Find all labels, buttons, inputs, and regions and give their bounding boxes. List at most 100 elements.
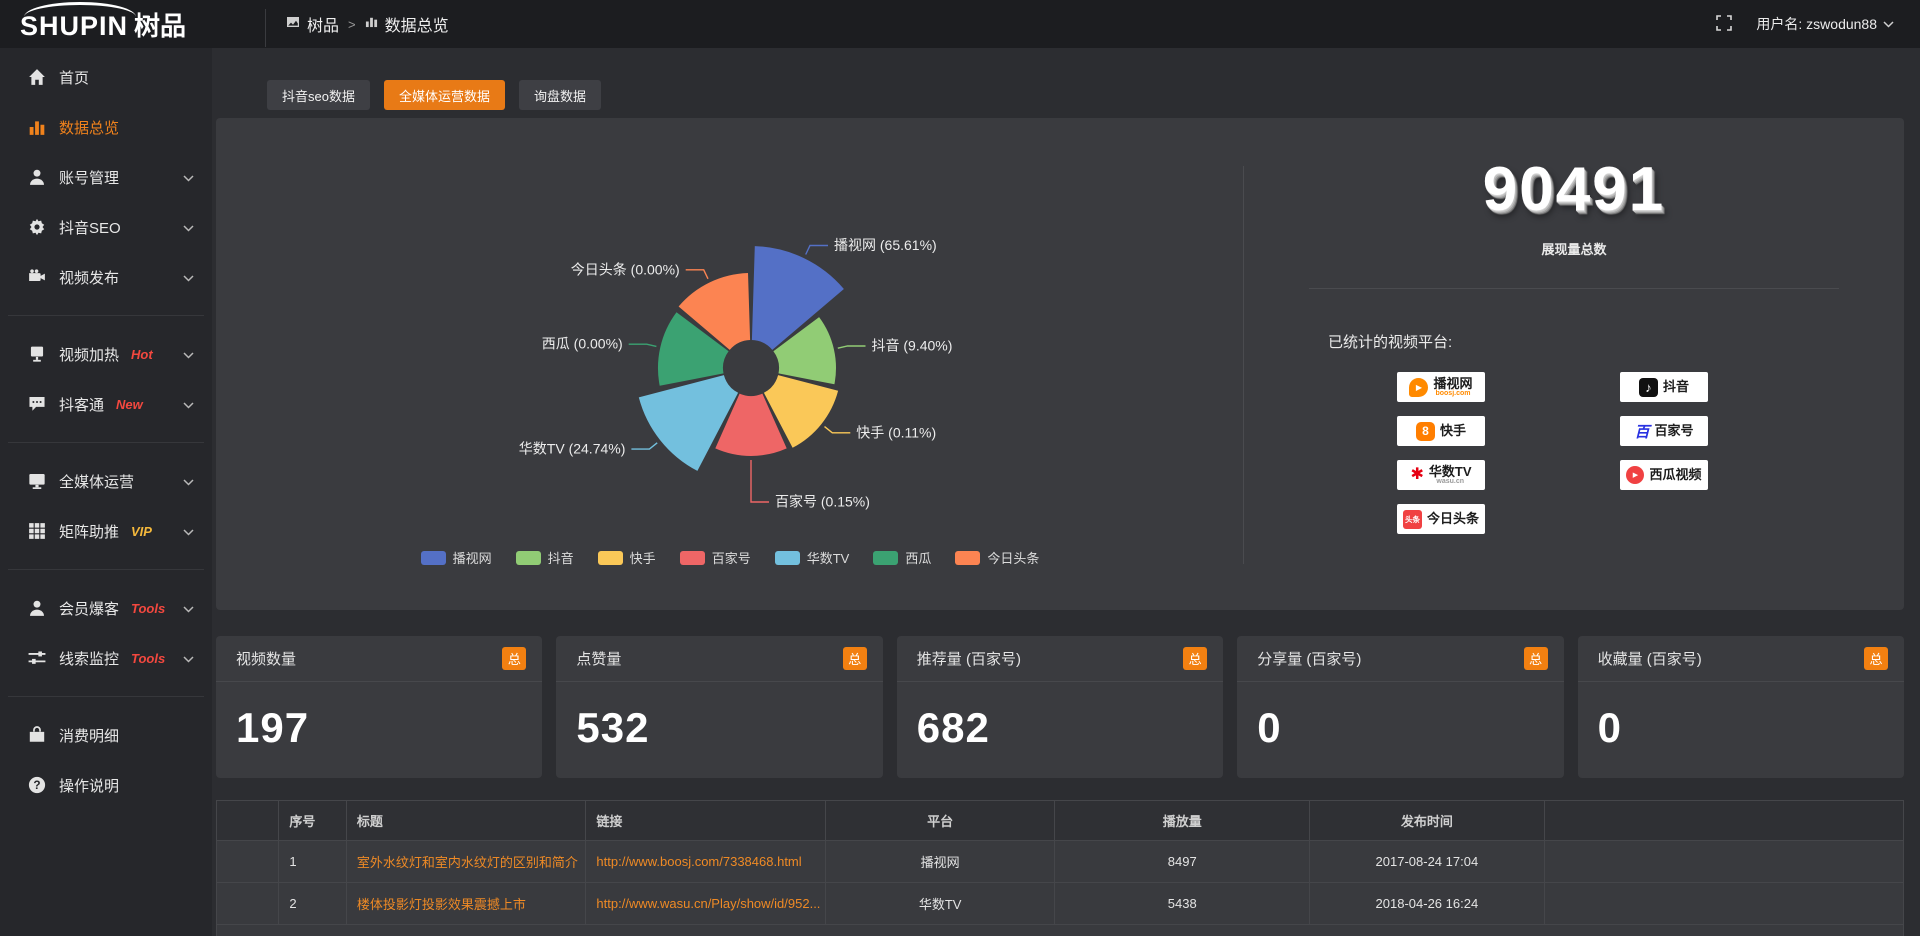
stat-card-value: 197 bbox=[236, 704, 310, 751]
screen-icon bbox=[28, 345, 46, 363]
toutiao-logo-icon: 头条 bbox=[1402, 509, 1422, 529]
total-badge[interactable]: 总 bbox=[842, 647, 867, 670]
platform-name: 今日头条 bbox=[1426, 511, 1479, 527]
total-badge[interactable]: 总 bbox=[502, 647, 527, 670]
app-logo: SHUPIN 树品 bbox=[0, 1, 212, 43]
sidebar-item-label: 线索监控 bbox=[59, 650, 120, 668]
home-icon bbox=[28, 68, 46, 86]
legend-swatch bbox=[679, 550, 705, 565]
stat-card-video-count: 视频数量 总 197 bbox=[216, 636, 543, 778]
chevron-down-icon bbox=[1883, 20, 1894, 28]
sidebar-item-label: 账号管理 bbox=[59, 169, 120, 187]
legend-item-抖音[interactable]: 抖音 bbox=[515, 548, 574, 567]
partial-row bbox=[216, 924, 1904, 936]
help-icon: ? bbox=[28, 776, 46, 794]
label-line bbox=[628, 343, 657, 348]
legend-item-播视网[interactable]: 播视网 bbox=[420, 548, 492, 567]
legend-item-西瓜[interactable]: 西瓜 bbox=[873, 548, 931, 567]
sidebar-item-account-manage[interactable]: 账号管理 bbox=[0, 152, 212, 202]
chevron-down-icon bbox=[183, 169, 194, 186]
stat-card-value: 682 bbox=[916, 704, 990, 751]
total-badge[interactable]: 总 bbox=[1523, 647, 1548, 670]
pie-label: 播视网 (65.61%) bbox=[834, 237, 937, 253]
fullscreen-icon[interactable] bbox=[1716, 14, 1733, 34]
tab-inquiry-data[interactable]: 询盘数据 bbox=[518, 80, 601, 110]
total-badge[interactable]: 总 bbox=[1863, 647, 1888, 670]
sidebar-item-tag: Tools bbox=[131, 600, 166, 616]
legend-item-今日头条[interactable]: 今日头条 bbox=[955, 548, 1039, 567]
tab-all-media-data[interactable]: 全媒体运营数据 bbox=[383, 80, 505, 110]
sidebar-item-clue-monitor[interactable]: 线索监控 Tools bbox=[0, 633, 212, 683]
pie-label: 西瓜 (0.00%) bbox=[542, 336, 623, 352]
total-badge[interactable]: 总 bbox=[1183, 647, 1208, 670]
breadcrumb-root[interactable]: 树品 bbox=[307, 18, 340, 35]
label-line bbox=[685, 269, 709, 280]
col-plays: 播放量 bbox=[1054, 800, 1311, 841]
legend-swatch bbox=[873, 550, 899, 565]
sidebar-item-douyin-seo[interactable]: 抖音SEO bbox=[0, 202, 212, 252]
sidebar-item-label: 抖客通 bbox=[59, 396, 105, 414]
sidebar-item-video-publish[interactable]: 视频发布 bbox=[0, 252, 212, 302]
label-line bbox=[824, 426, 851, 434]
cell-plays: 8497 bbox=[1054, 840, 1311, 883]
cell-time: 2017-08-24 17:04 bbox=[1309, 840, 1545, 883]
sidebar-divider bbox=[8, 442, 204, 443]
douyin-logo-icon: ♪ bbox=[1638, 377, 1658, 397]
legend-swatch bbox=[774, 550, 800, 565]
pie-slice-华数TV[interactable] bbox=[638, 375, 739, 471]
overview-panel: 播视网 (65.61%) 抖音 (9.40%) 快手 (0.11%) 百家号 (0.1… bbox=[216, 118, 1904, 610]
user-menu[interactable]: 用户名: zswodun88 bbox=[1756, 14, 1894, 34]
chart-icon bbox=[28, 118, 46, 136]
sidebar-item-douketong[interactable]: 抖客通 New bbox=[0, 379, 212, 429]
legend-item-华数TV[interactable]: 华数TV bbox=[774, 548, 849, 567]
cell-title[interactable]: 室外水纹灯和室内水纹灯的区别和简介 bbox=[345, 840, 587, 883]
legend-swatch bbox=[515, 550, 541, 565]
label-line bbox=[631, 442, 658, 450]
stat-card-title: 推荐量 (百家号) bbox=[916, 651, 1021, 668]
sidebar-item-operation-help[interactable]: ? 操作说明 bbox=[0, 760, 212, 810]
stat-cards-row: 视频数量总 197 点赞量总 532 推荐量 (百家号) 总 682 分享量 (百家号) 总 0 收… bbox=[216, 636, 1904, 778]
topbar-divider bbox=[265, 9, 266, 47]
pie-slice-西瓜[interactable] bbox=[657, 312, 729, 386]
boosj-logo-icon: ▶ bbox=[1409, 377, 1429, 397]
sidebar-item-label: 视频加热 bbox=[59, 346, 120, 364]
pie-slice-今日头条[interactable] bbox=[678, 273, 751, 350]
cell-title[interactable]: 楼体投影灯投影效果震撼上市 bbox=[345, 882, 587, 925]
impressions-total: 90491 bbox=[1482, 155, 1666, 224]
cell-plays: 5438 bbox=[1054, 882, 1311, 925]
breadcrumb-current[interactable]: 数据总览 bbox=[384, 18, 449, 35]
stat-card-value: 0 bbox=[1597, 704, 1622, 751]
sidebar-item-video-heat[interactable]: 视频加热 Hot bbox=[0, 329, 212, 379]
stat-card-header: 视频数量 总 bbox=[216, 636, 543, 682]
sidebar-item-home[interactable]: 首页 bbox=[0, 52, 212, 102]
pie-slice-抖音[interactable] bbox=[773, 317, 836, 385]
pie-slice-百家号[interactable] bbox=[715, 393, 787, 456]
sidebar-item-label: 矩阵助推 bbox=[59, 523, 120, 541]
platform-badge-douyin: ♪ 抖音 bbox=[1620, 372, 1708, 402]
pie-slice-快手[interactable] bbox=[763, 375, 839, 448]
legend-swatch bbox=[955, 550, 981, 565]
legend-item-百家号[interactable]: 百家号 bbox=[679, 548, 751, 567]
sidebar-item-matrix-boost[interactable]: 矩阵助推 VIP bbox=[0, 506, 212, 556]
legend-label: 快手 bbox=[629, 551, 656, 566]
sidebar-item-consume-detail[interactable]: 消费明细 bbox=[0, 710, 212, 760]
stat-card-title: 点赞量 bbox=[576, 651, 622, 668]
table-row-partial bbox=[216, 924, 1904, 936]
platform-badge-kuaishou: 8 快手 bbox=[1397, 416, 1485, 446]
stat-card-title: 视频数量 bbox=[236, 651, 297, 668]
sidebar-item-data-overview[interactable]: 数据总览 bbox=[0, 102, 212, 152]
pie-slice-播视网[interactable] bbox=[751, 246, 844, 350]
xigua-logo-icon: ▶ bbox=[1626, 466, 1645, 484]
pie-label: 今日头条 (0.00%) bbox=[571, 261, 680, 277]
sidebar-item-member-burst[interactable]: 会员爆客 Tools bbox=[0, 583, 212, 633]
sidebar-item-all-media[interactable]: 全媒体运营 bbox=[0, 456, 212, 506]
platform-name: 华数TV bbox=[1428, 463, 1472, 479]
cell-link[interactable]: http://www.wasu.cn/Play/show/id/952... bbox=[585, 882, 826, 925]
legend-item-快手[interactable]: 快手 bbox=[597, 548, 656, 567]
tab-douyin-seo-data[interactable]: 抖音seo数据 bbox=[267, 80, 370, 110]
cell-link[interactable]: http://www.boosj.com/7338468.html bbox=[585, 840, 826, 883]
monitor-icon bbox=[28, 472, 46, 490]
chevron-down-icon bbox=[183, 600, 194, 617]
stat-card-share-count: 分享量 (百家号) 总 0 bbox=[1237, 636, 1564, 778]
user-icon bbox=[28, 168, 46, 186]
